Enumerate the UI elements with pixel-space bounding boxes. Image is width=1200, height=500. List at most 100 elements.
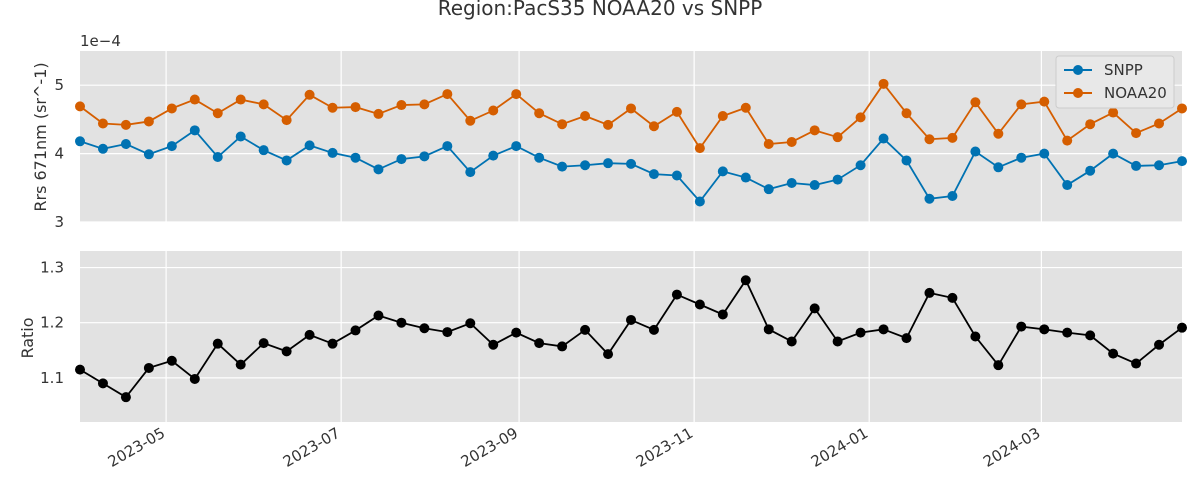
bottom-point-ratio-2023-10-02 <box>603 349 614 360</box>
top-point-snpp-2023-07-30 <box>419 151 430 162</box>
top-point-noaa20-2024-02-23 <box>1016 99 1027 110</box>
bottom-point-ratio-2023-11-27 <box>763 324 774 335</box>
top-point-noaa20-2023-07-22 <box>396 100 407 111</box>
top-point-snpp-2023-10-10 <box>626 158 636 169</box>
top-point-snpp-2024-04-11 <box>1154 160 1165 171</box>
top-point-snpp-2023-08-31 <box>511 141 522 152</box>
top-ytick-3: 3 <box>54 213 64 231</box>
bottom-ytick-1.1: 1.1 <box>40 369 64 387</box>
top-point-snpp-2023-04-01 <box>75 136 85 147</box>
top-point-noaa20-2023-12-13 <box>809 125 820 136</box>
bottom-point-ratio-2024-01-06 <box>878 324 889 335</box>
top-point-noaa20-2023-11-27 <box>763 139 774 150</box>
legend: SNPP NOAA20 <box>1055 55 1175 109</box>
legend-marker-noaa20 <box>1073 88 1083 98</box>
top-point-snpp-2023-07-06 <box>350 152 361 163</box>
top-point-snpp-2023-11-11 <box>717 166 728 177</box>
top-point-noaa20-2023-04-01 <box>75 101 85 112</box>
x-tick-2023-07: 2023-07 <box>280 424 343 471</box>
bottom-point-ratio-2023-07-06 <box>350 325 361 336</box>
bottom-point-ratio-2023-12-05 <box>786 336 797 347</box>
bottom-point-ratio-2023-06-28 <box>327 338 338 349</box>
top-point-noaa20-2023-08-23 <box>488 105 499 116</box>
bottom-point-ratio-2023-04-25 <box>143 362 154 373</box>
bottom-point-ratio-2023-04-17 <box>120 392 131 403</box>
top-point-snpp-2023-09-16 <box>557 161 568 172</box>
top-point-snpp-2023-05-03 <box>166 141 177 152</box>
bottom-point-ratio-2023-06-04 <box>258 338 269 349</box>
top-y-axis-label: Rrs 671nm (sr^-1) <box>31 62 50 211</box>
top-point-snpp-2023-05-19 <box>212 152 223 163</box>
top-point-snpp-2023-07-22 <box>396 154 407 165</box>
top-point-noaa20-2023-08-15 <box>465 115 476 126</box>
bottom-point-ratio-2024-02-23 <box>1016 321 1027 332</box>
bottom-point-ratio-2024-04-11 <box>1154 339 1165 350</box>
top-point-snpp-2023-08-15 <box>465 167 476 178</box>
bottom-point-ratio-2024-03-02 <box>1039 324 1050 335</box>
bottom-point-ratio-2023-08-15 <box>465 318 476 329</box>
x-tick-2023-11: 2023-11 <box>633 424 696 471</box>
top-point-snpp-2023-11-19 <box>740 172 751 183</box>
top-point-noaa20-2024-02-15 <box>993 128 1004 139</box>
top-point-snpp-2024-02-07 <box>970 146 981 157</box>
legend-label-noaa20: NOAA20 <box>1104 84 1167 102</box>
top-point-snpp-2023-06-28 <box>327 147 338 158</box>
bottom-point-ratio-2023-04-09 <box>97 378 108 389</box>
top-point-noaa20-2023-10-10 <box>626 103 636 114</box>
top-point-noaa20-2024-03-10 <box>1062 135 1073 146</box>
bottom-point-ratio-2024-04-19 <box>1177 322 1187 333</box>
top-point-snpp-2023-09-24 <box>580 160 591 171</box>
bottom-point-ratio-2023-11-03 <box>694 299 705 310</box>
top-point-snpp-2023-11-03 <box>694 196 705 207</box>
top-ytick-5: 5 <box>54 76 64 94</box>
top-point-noaa20-2023-06-20 <box>304 89 315 100</box>
bottom-point-ratio-2024-01-22 <box>924 287 935 298</box>
legend-marker-snpp <box>1073 65 1083 75</box>
top-point-snpp-2023-06-12 <box>281 155 292 166</box>
bottom-ytick-1.2: 1.2 <box>40 314 64 332</box>
top-point-snpp-2023-10-26 <box>671 170 682 181</box>
top-point-snpp-2024-01-06 <box>878 133 889 144</box>
top-point-noaa20-2023-05-03 <box>166 103 177 114</box>
top-point-noaa20-2024-01-30 <box>947 132 958 143</box>
x-tick-2024-03: 2024-03 <box>980 424 1043 471</box>
bottom-point-ratio-2023-07-30 <box>419 323 430 334</box>
top-y-offset-label: 1e−4 <box>80 32 121 50</box>
top-point-noaa20-2024-01-14 <box>901 108 912 119</box>
top-point-noaa20-2024-03-18 <box>1085 119 1096 130</box>
top-point-noaa20-2024-03-02 <box>1039 96 1050 107</box>
top-point-snpp-2023-05-11 <box>189 125 200 136</box>
x-tick-2024-01: 2024-01 <box>808 424 871 471</box>
top-point-noaa20-2024-04-19 <box>1177 103 1187 114</box>
top-point-noaa20-2024-01-22 <box>924 134 935 145</box>
top-point-snpp-2023-10-18 <box>648 169 659 180</box>
top-point-snpp-2023-10-02 <box>603 158 614 169</box>
bottom-point-ratio-2023-08-07 <box>442 327 453 338</box>
top-point-noaa20-2023-09-24 <box>580 110 591 121</box>
top-point-noaa20-2024-01-06 <box>878 78 889 89</box>
top-point-noaa20-2023-10-26 <box>671 106 682 117</box>
top-point-noaa20-2023-09-08 <box>534 108 545 119</box>
top-point-noaa20-2023-09-16 <box>557 119 568 130</box>
top-point-snpp-2023-08-07 <box>442 141 453 152</box>
bottom-point-ratio-2024-03-26 <box>1108 348 1119 359</box>
bottom-ytick-1.3: 1.3 <box>40 259 64 277</box>
top-point-snpp-2023-12-13 <box>809 180 820 191</box>
bottom-point-ratio-2023-09-16 <box>557 341 568 352</box>
top-point-noaa20-2023-06-12 <box>281 115 292 126</box>
top-point-snpp-2024-01-22 <box>924 193 935 204</box>
top-point-noaa20-2024-04-11 <box>1154 118 1165 129</box>
top-point-noaa20-2023-05-27 <box>235 94 246 105</box>
top-point-snpp-2024-03-26 <box>1108 148 1119 159</box>
top-point-snpp-2023-05-27 <box>235 131 246 142</box>
top-point-snpp-2023-04-25 <box>143 149 154 160</box>
top-point-snpp-2023-09-08 <box>534 152 545 163</box>
bottom-point-ratio-2024-02-15 <box>993 360 1004 371</box>
top-point-noaa20-2024-03-26 <box>1108 107 1119 118</box>
top-point-noaa20-2023-05-11 <box>189 94 200 105</box>
top-point-snpp-2024-02-23 <box>1016 152 1027 163</box>
bottom-y-axis-label: Ratio <box>18 317 37 358</box>
top-point-noaa20-2023-04-17 <box>120 119 131 130</box>
bottom-point-ratio-2023-09-08 <box>534 338 545 349</box>
